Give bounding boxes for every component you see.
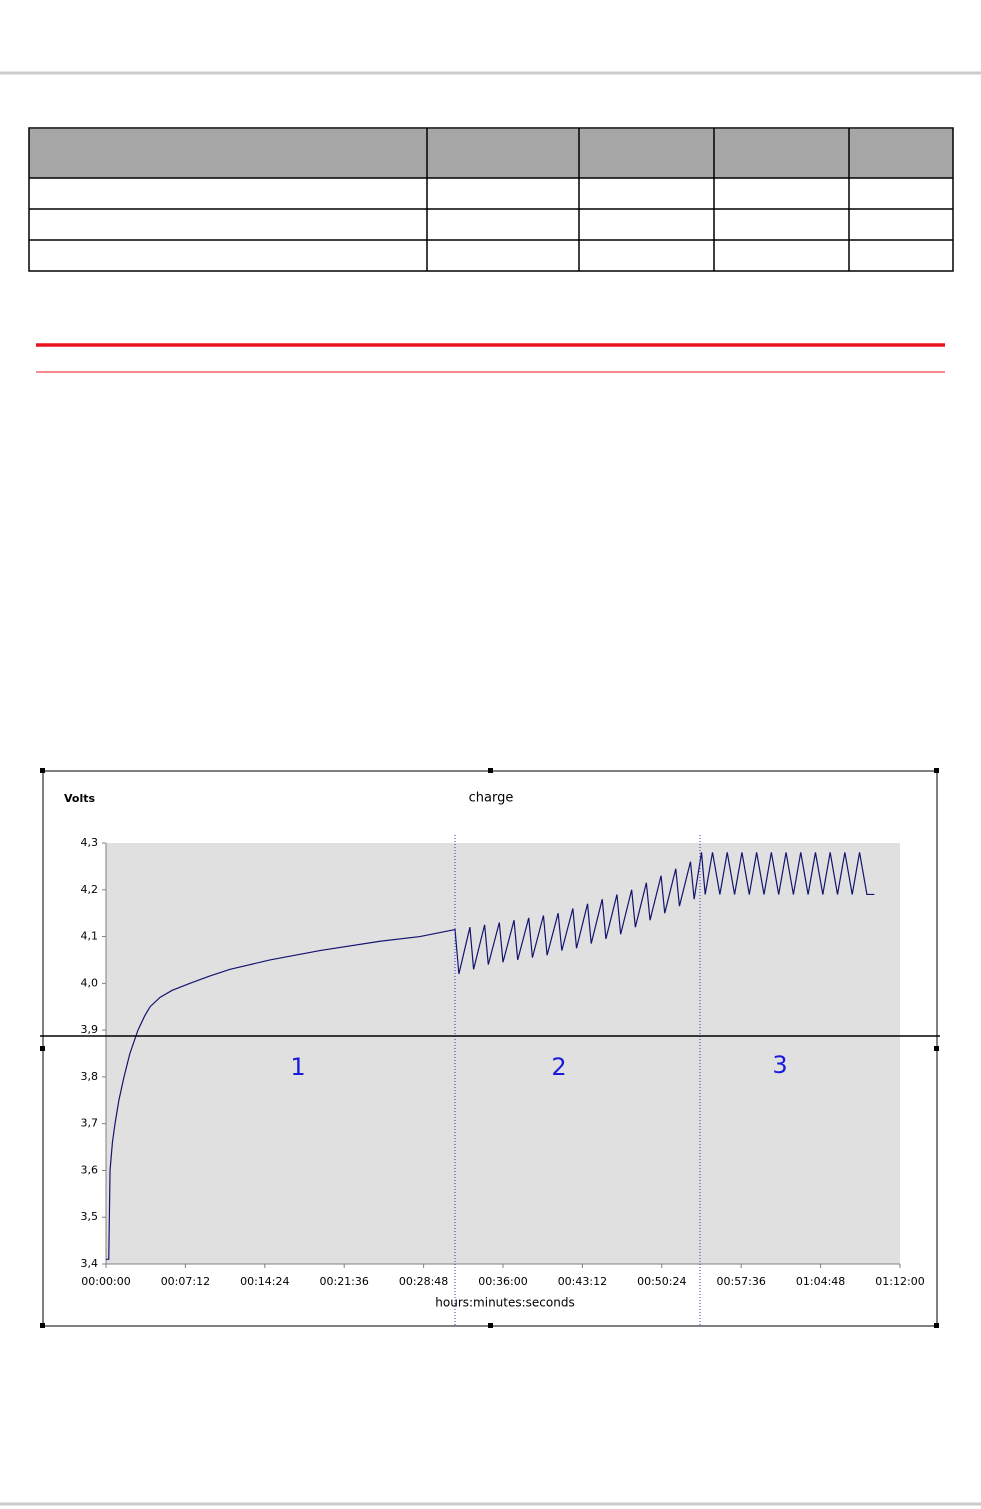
y-tick-label: 4,2 — [81, 883, 99, 896]
y-tick-label: 4,3 — [81, 836, 99, 849]
y-tick-label: 3,4 — [81, 1257, 99, 1270]
y-tick-label: 3,9 — [81, 1023, 99, 1036]
voltage-line — [106, 852, 875, 1260]
x-tick-label: 00:50:24 — [637, 1275, 686, 1288]
table-header — [29, 129, 953, 178]
table — [28, 127, 954, 272]
plot-area — [106, 843, 900, 1264]
chart-title: charge — [469, 791, 514, 806]
table-border — [28, 127, 954, 272]
phase-label: 1 — [290, 1053, 305, 1081]
x-axis-label: hours:minutes:seconds — [435, 1296, 574, 1310]
x-tick-label: 00:57:36 — [716, 1275, 765, 1288]
x-tick-label: 00:43:12 — [558, 1275, 607, 1288]
x-tick-label: 00:28:48 — [399, 1275, 448, 1288]
y-tick-label: 3,7 — [81, 1117, 99, 1130]
phase-label: 3 — [772, 1051, 787, 1079]
frame-handles — [40, 768, 939, 1328]
x-tick-label: 00:00:00 — [81, 1275, 130, 1288]
x-tick-label: 00:36:00 — [478, 1275, 527, 1288]
y-tick-label: 4,0 — [81, 976, 99, 989]
phase-label: 2 — [551, 1053, 566, 1081]
y-tick-label: 4,1 — [81, 930, 99, 943]
x-tick-label: 01:12:00 — [875, 1275, 924, 1288]
chart: Volts charge hours:minutes:seconds — [40, 768, 939, 1328]
y-tick-label: 3,8 — [81, 1070, 99, 1083]
y-axis-label: Volts — [64, 792, 95, 805]
x-tick-label: 00:14:24 — [240, 1275, 289, 1288]
x-tick-label: 00:21:36 — [319, 1275, 368, 1288]
x-tick-label: 01:04:48 — [796, 1275, 845, 1288]
y-tick-label: 3,6 — [81, 1163, 99, 1176]
x-tick-label: 00:07:12 — [161, 1275, 210, 1288]
y-tick-label: 3,5 — [81, 1210, 99, 1223]
